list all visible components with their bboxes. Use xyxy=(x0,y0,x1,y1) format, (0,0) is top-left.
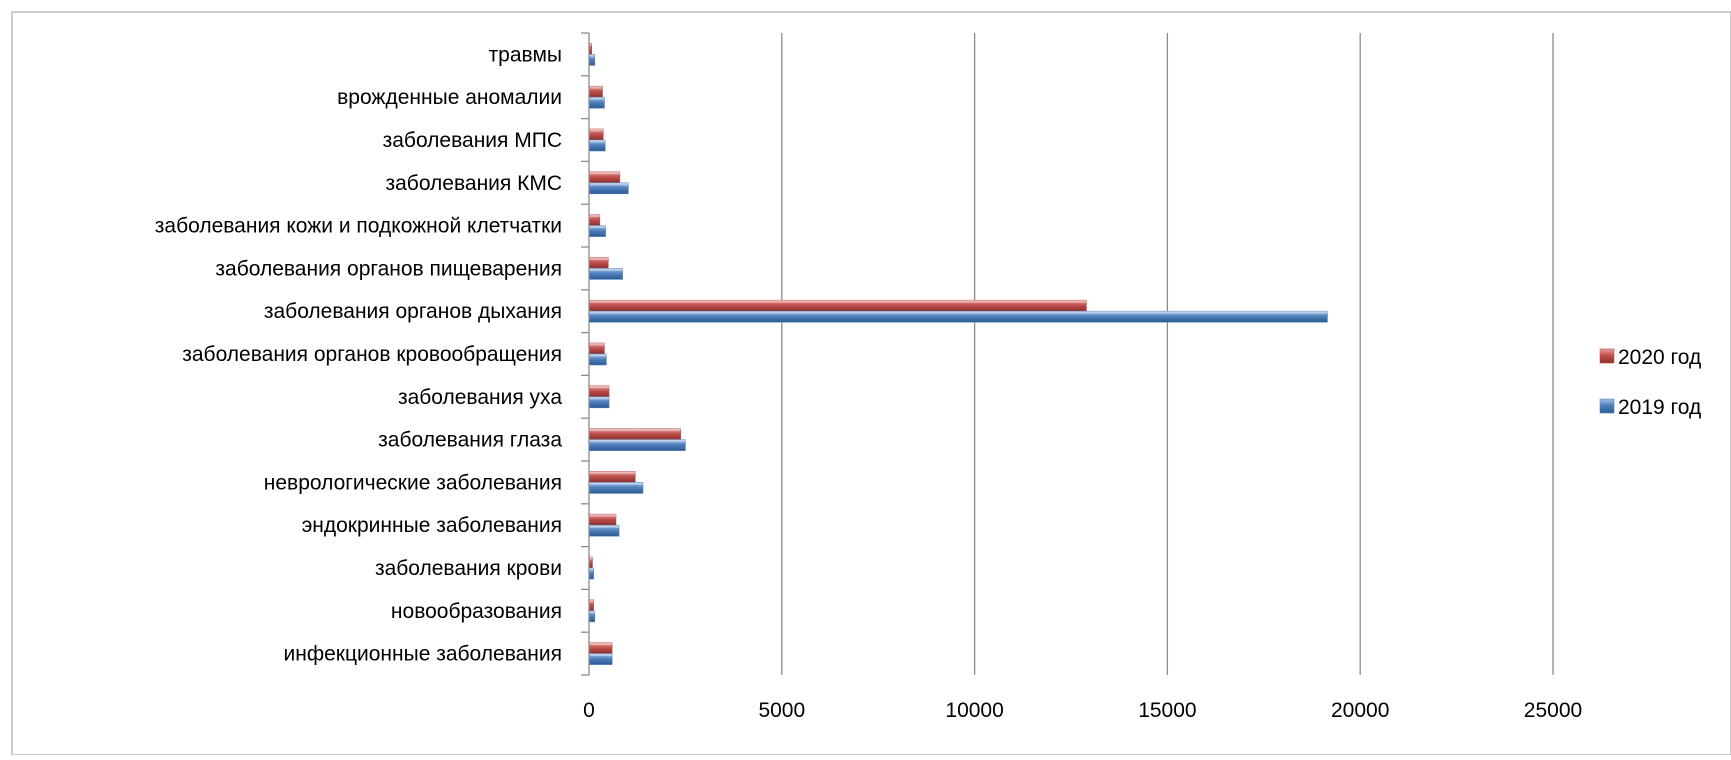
bar-highlight xyxy=(589,129,604,132)
bar-highlight xyxy=(589,182,629,186)
category-labels: инфекционные заболевания новообразования з… xyxy=(155,43,563,665)
bar-highlight xyxy=(589,54,595,57)
bar-highlight xyxy=(589,610,595,614)
category-label: неврологические заболевания xyxy=(264,471,562,494)
bar-highlight xyxy=(589,599,594,603)
category-label: заболевания органов кровообращения xyxy=(182,343,562,366)
bar-highlight xyxy=(589,568,594,571)
category-label: инфекционные заболевания xyxy=(284,643,563,666)
bars xyxy=(588,43,1328,665)
category-label: врожденные аномалии xyxy=(337,86,562,109)
category-label: заболевания глаза xyxy=(378,429,562,452)
bar-highlight xyxy=(589,354,607,357)
bar-highlight xyxy=(589,482,643,485)
x-tick-label: 10000 xyxy=(945,699,1003,722)
bar-highlight xyxy=(589,514,616,517)
bar-highlight xyxy=(589,642,613,646)
bar-highlight xyxy=(589,557,593,560)
bar-highlight xyxy=(589,471,636,474)
legend-swatch xyxy=(1599,398,1615,414)
bar-highlight xyxy=(589,97,605,100)
bar-highlight xyxy=(589,343,605,346)
legend-label: 2019 год xyxy=(1618,396,1701,419)
bar-highlight xyxy=(589,171,620,175)
bar-highlight xyxy=(589,225,606,229)
x-tick-label: 0 xyxy=(583,699,595,722)
bar-highlight xyxy=(589,311,1328,314)
category-label: травмы xyxy=(489,43,562,66)
legend: 2020 год 2019 год xyxy=(1599,346,1701,419)
bar-highlight xyxy=(589,385,610,389)
grid-lines xyxy=(781,33,1554,675)
category-label: заболевания крови xyxy=(375,557,562,580)
category-label: заболевания КМС xyxy=(385,172,562,195)
x-tick-label: 15000 xyxy=(1138,699,1196,722)
category-label: заболевания органов дыхания xyxy=(264,300,562,323)
legend-swatch xyxy=(1599,348,1615,364)
category-label: заболевания МПС xyxy=(383,129,562,152)
category-label: новообразования xyxy=(391,600,562,623)
legend-item: 2019 год xyxy=(1599,396,1701,419)
legend-label: 2020 год xyxy=(1618,346,1701,369)
axes xyxy=(581,32,590,676)
bar-highlight xyxy=(589,86,603,89)
bar-highlight xyxy=(589,140,606,143)
bar-highlight xyxy=(589,396,610,400)
legend-item: 2020 год xyxy=(1599,346,1701,369)
x-tick-label: 20000 xyxy=(1331,699,1389,722)
bar-highlight xyxy=(589,300,1087,303)
x-tick-label: 25000 xyxy=(1524,699,1582,722)
bar-highlight xyxy=(589,653,613,657)
bar-highlight xyxy=(589,257,609,260)
bar-highlight xyxy=(589,525,620,528)
category-label: заболевания органов пищеварения xyxy=(215,257,562,280)
tick-labels: 0 5000 10000 15000 20000 25000 xyxy=(583,699,1582,722)
category-label: заболевания кожи и подкожной клетчатки xyxy=(155,215,562,238)
bar-highlight xyxy=(589,428,681,432)
category-label: эндокринные заболевания xyxy=(302,514,562,537)
category-label: заболевания уха xyxy=(398,386,562,409)
bar-highlight xyxy=(589,439,686,443)
chart-border xyxy=(11,11,1731,756)
bar-highlight xyxy=(589,268,623,271)
bar-highlight xyxy=(589,214,600,218)
x-tick-label: 5000 xyxy=(758,699,805,722)
bar-highlight xyxy=(589,43,592,46)
